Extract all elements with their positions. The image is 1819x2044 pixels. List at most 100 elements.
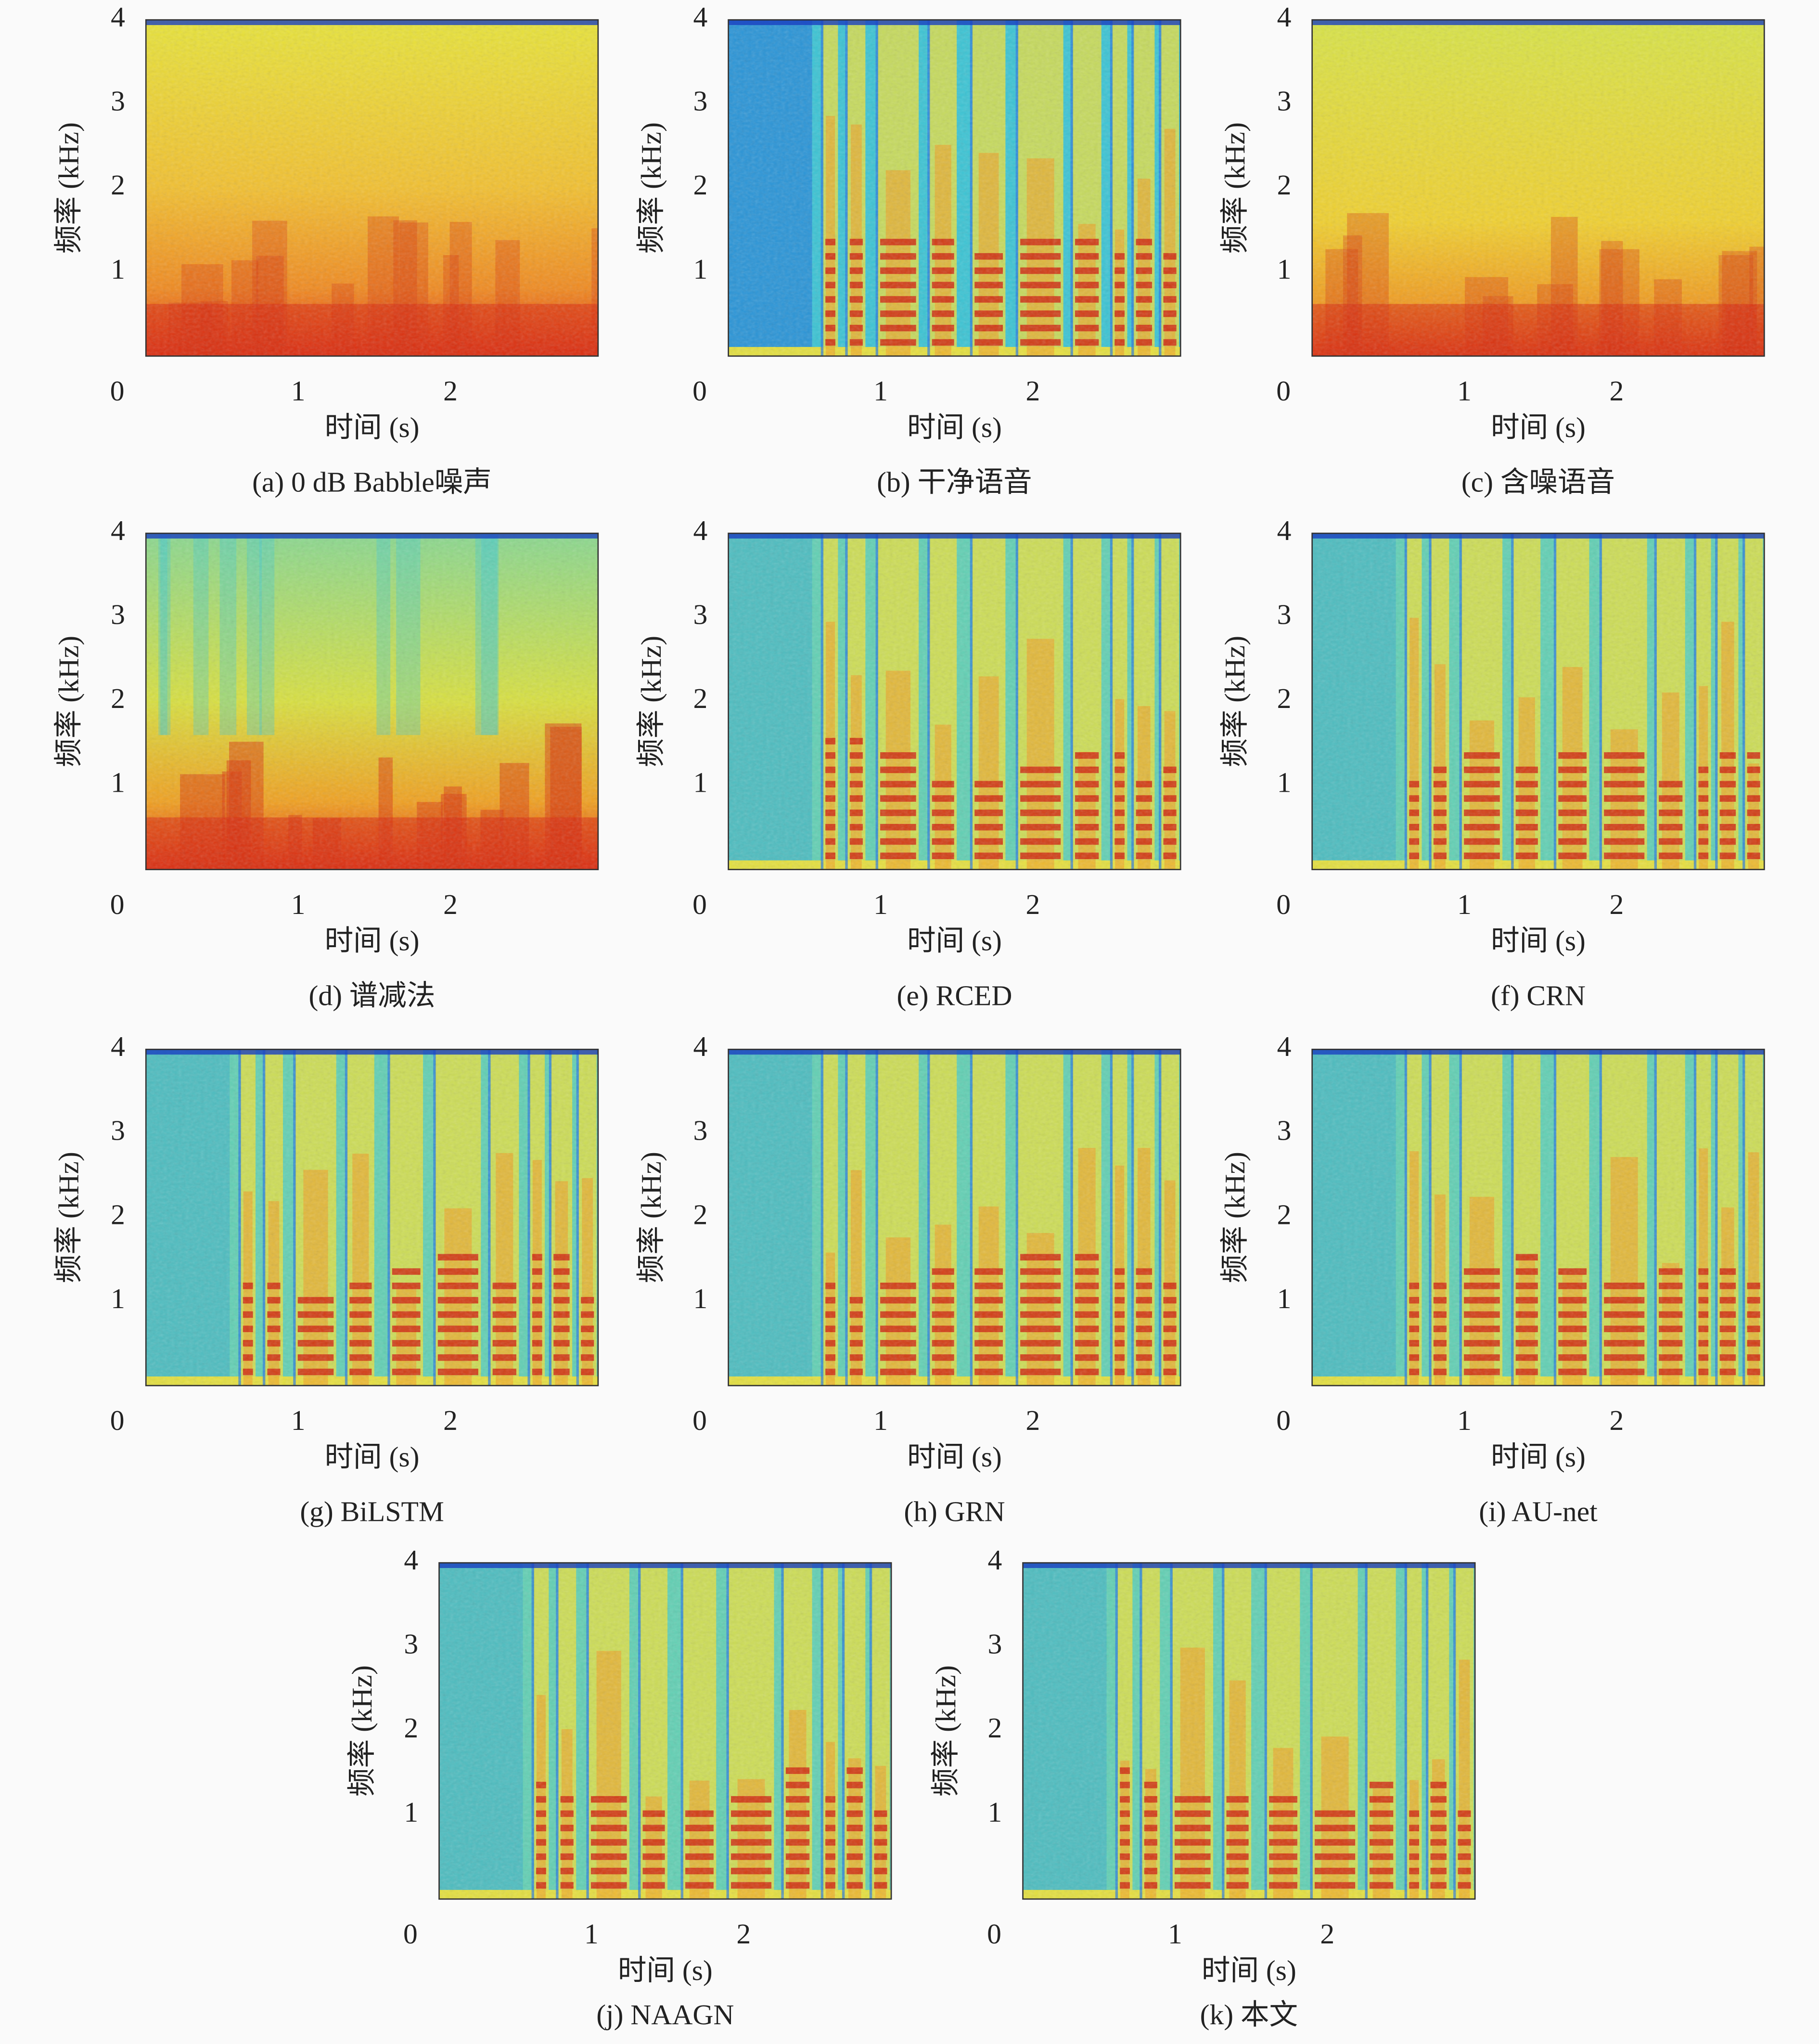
y-axis-label: 频率 (kHz) [53, 636, 85, 767]
spectrogram [1023, 1563, 1475, 1899]
caption: (b) 干净语音 [877, 466, 1032, 498]
texture [728, 20, 1181, 356]
spectrogram [146, 533, 598, 870]
y-tick-label: 1 [111, 1283, 125, 1314]
y-tick-label: 2 [1277, 682, 1292, 714]
texture [728, 533, 1181, 870]
y-tick-label: 3 [1277, 85, 1292, 117]
x-axis-label: 时间 (s) [325, 411, 420, 443]
y-tick-label: 2 [1277, 1198, 1292, 1230]
x-tick-label: 1 [291, 888, 306, 920]
spectrogram [728, 533, 1181, 870]
x-tick-label: 2 [1025, 888, 1040, 920]
y-tick-label: 1 [1277, 253, 1292, 285]
y-tick-label: 1 [1277, 767, 1292, 798]
caption: (d) 谱减法 [309, 979, 436, 1011]
axes-frame [1311, 19, 1765, 357]
x-tick-label: 1 [873, 1404, 888, 1436]
x-tick-label: 0 [1276, 888, 1291, 920]
x-tick-label: 0 [1276, 375, 1291, 407]
y-axis-label: 频率 (kHz) [635, 122, 667, 254]
x-axis-label: 时间 (s) [907, 411, 1002, 443]
x-tick-label: 0 [403, 1918, 418, 1950]
top-edge [1023, 1563, 1475, 1568]
x-tick-label: 2 [443, 375, 458, 407]
x-tick-label: 0 [1276, 1404, 1291, 1436]
caption: (e) RCED [897, 979, 1012, 1011]
y-tick-label: 4 [987, 1544, 1002, 1576]
caption: (c) 含噪语音 [1461, 466, 1615, 498]
caption: (f) CRN [1491, 979, 1586, 1011]
x-axis-label: 时间 (s) [907, 1441, 1002, 1473]
texture [728, 1049, 1181, 1386]
x-tick-label: 2 [1610, 1404, 1624, 1436]
y-tick-label: 3 [111, 598, 125, 630]
y-axis-label: 频率 (kHz) [53, 1152, 85, 1283]
x-tick-label: 0 [692, 375, 707, 407]
x-tick-label: 0 [110, 1404, 125, 1436]
x-tick-label: 2 [1610, 375, 1624, 407]
texture [146, 1049, 598, 1386]
x-tick-label: 0 [987, 1918, 1001, 1950]
y-tick-label: 3 [1277, 598, 1292, 630]
x-tick-label: 1 [1168, 1918, 1182, 1950]
axes-frame [145, 1049, 599, 1387]
top-edge [1312, 533, 1765, 539]
top-edge [728, 533, 1181, 539]
caption: (a) 0 dB Babble噪声 [252, 466, 492, 498]
x-tick-label: 0 [110, 888, 125, 920]
y-tick-label: 2 [693, 682, 708, 714]
y-tick-label: 2 [987, 1712, 1002, 1744]
caption: (h) GRN [904, 1496, 1005, 1528]
texture [1312, 20, 1765, 356]
y-tick-label: 4 [693, 1, 708, 33]
y-axis-label: 频率 (kHz) [1219, 1152, 1251, 1283]
y-tick-label: 1 [404, 1796, 418, 1828]
spectrogram [146, 1049, 598, 1386]
x-axis-label: 时间 (s) [1202, 1954, 1296, 1986]
y-axis-label: 频率 (kHz) [1219, 122, 1251, 254]
y-tick-label: 1 [693, 253, 708, 285]
top-edge [728, 20, 1181, 26]
x-axis-label: 时间 (s) [907, 925, 1002, 957]
axes-frame [145, 532, 599, 871]
x-tick-label: 0 [692, 888, 707, 920]
x-tick-label: 1 [873, 375, 888, 407]
top-edge [1312, 1049, 1765, 1055]
x-tick-label: 1 [1457, 888, 1472, 920]
axes-frame [728, 532, 1181, 871]
axes-frame [438, 1562, 892, 1900]
y-tick-label: 1 [987, 1796, 1002, 1828]
texture [1312, 1049, 1765, 1386]
top-edge [1312, 20, 1765, 26]
texture [1023, 1563, 1475, 1899]
x-tick-label: 2 [1025, 1404, 1040, 1436]
x-tick-label: 2 [736, 1918, 751, 1950]
caption: (g) BiLSTM [300, 1496, 444, 1528]
top-edge [146, 533, 598, 539]
y-tick-label: 3 [1277, 1115, 1292, 1146]
texture [146, 533, 598, 870]
x-tick-label: 1 [291, 375, 306, 407]
x-axis-label: 时间 (s) [1491, 411, 1586, 443]
y-tick-label: 4 [404, 1544, 418, 1576]
y-tick-label: 4 [111, 1030, 125, 1062]
texture [146, 20, 598, 356]
y-tick-label: 1 [111, 253, 125, 285]
y-tick-label: 4 [111, 514, 125, 546]
spectrogram [1312, 20, 1765, 356]
y-tick-label: 4 [1277, 514, 1292, 546]
y-tick-label: 2 [1277, 169, 1292, 201]
spectrogram [1312, 533, 1765, 870]
spectrogram [1312, 1049, 1765, 1386]
caption: (k) 本文 [1200, 1999, 1298, 2031]
x-tick-label: 2 [1025, 375, 1040, 407]
x-axis-label: 时间 (s) [325, 1441, 420, 1473]
x-tick-label: 1 [291, 1404, 306, 1436]
x-axis-label: 时间 (s) [1491, 1441, 1586, 1473]
x-tick-label: 1 [873, 888, 888, 920]
y-tick-label: 4 [111, 1, 125, 33]
texture [439, 1563, 892, 1899]
y-tick-label: 3 [693, 1115, 708, 1146]
y-tick-label: 3 [693, 85, 708, 117]
